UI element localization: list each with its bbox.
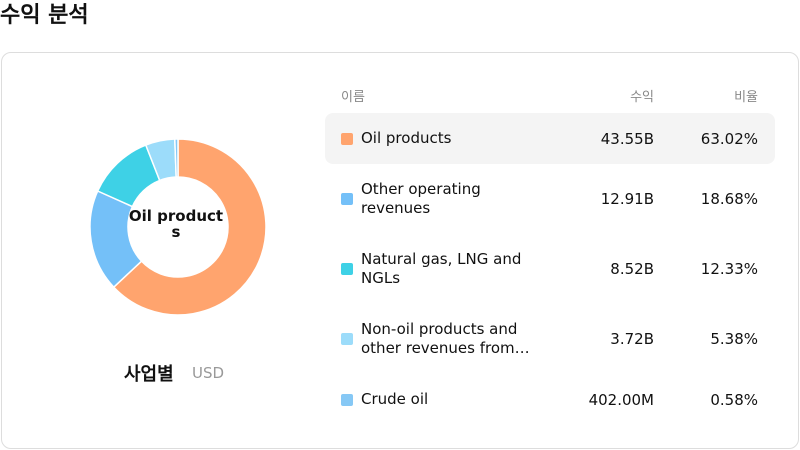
row-revenue: 43.55B — [600, 129, 654, 148]
row-name: Crude oil — [361, 390, 429, 408]
row-name: Oil products — [361, 129, 452, 147]
legend-swatch — [341, 263, 353, 275]
card — [1, 52, 799, 449]
row-revenue: 402.00M — [588, 390, 654, 409]
donut-slice[interactable] — [174, 138, 179, 178]
row-name: Other operating revenues — [361, 180, 481, 217]
table-row[interactable]: Crude oil 402.00M 0.58% — [325, 374, 775, 425]
table-row[interactable]: Other operating revenues 12.91B 18.68% — [325, 164, 775, 234]
row-name: Natural gas, LNG and NGLs — [361, 250, 522, 287]
row-percent: 18.68% — [700, 190, 758, 208]
row-revenue: 8.52B — [610, 260, 654, 278]
legend-swatch — [341, 393, 353, 406]
row-percent: 12.33% — [700, 260, 758, 278]
table-row[interactable]: Non-oil products and other revenues from… — [325, 304, 775, 374]
row-revenue: 3.72B — [610, 330, 654, 348]
legend-swatch — [341, 132, 353, 145]
column-header: 이름 — [341, 90, 365, 105]
table-row[interactable]: Natural gas, LNG and NGLs 8.52B 12.33% — [325, 234, 775, 304]
row-revenue: 12.91B — [600, 190, 654, 208]
donut-chart — [89, 138, 267, 316]
center-label: Oil products — [128, 207, 224, 241]
unit-label: USD — [192, 364, 225, 382]
row-name: Non-oil products and other revenues from… — [361, 320, 530, 357]
column-header: 수익 — [630, 90, 654, 105]
legend-swatch — [341, 333, 353, 345]
table-body: Oil products 43.55B 63.02% Other operating … — [325, 113, 775, 425]
table-row[interactable]: Oil products 43.55B 63.02% — [325, 113, 775, 164]
page-title: 수익 분석 — [0, 3, 89, 28]
chart-caption: 사업별 — [124, 364, 174, 385]
row-percent: 63.02% — [700, 129, 758, 148]
row-percent: 5.38% — [710, 330, 758, 348]
donut-slice[interactable] — [112, 138, 267, 316]
row-percent: 0.58% — [710, 390, 758, 409]
column-header: 비율 — [734, 90, 758, 105]
legend-swatch — [341, 193, 353, 205]
